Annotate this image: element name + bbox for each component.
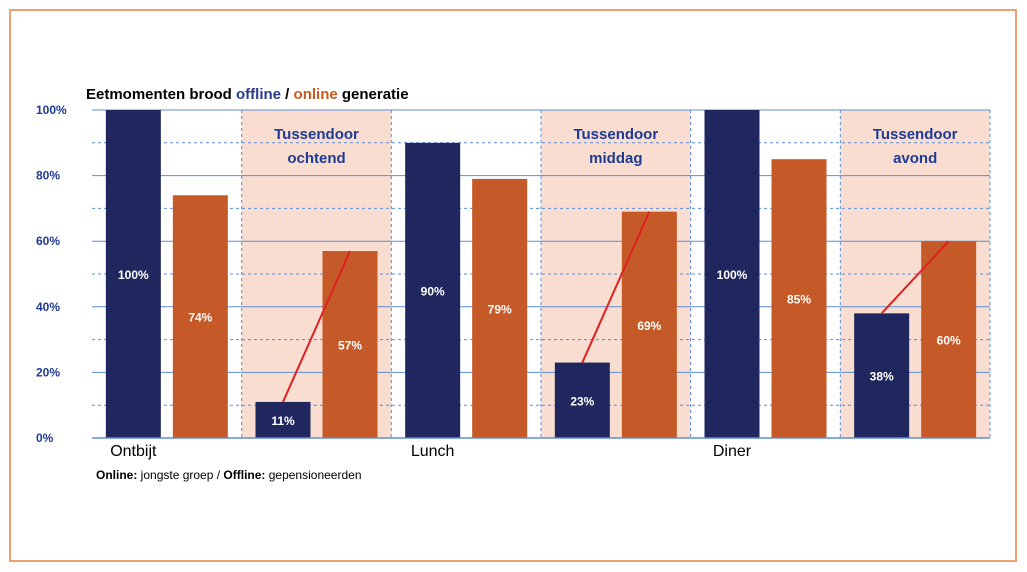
chart-title-part-2: / [281, 86, 294, 103]
x-tick-label: Diner [713, 443, 752, 460]
y-tick-label: 20% [36, 365, 60, 379]
chart-title-part-1: offline [236, 86, 281, 103]
data-label-offline: 11% [271, 414, 295, 428]
trend-line-2 [880, 240, 950, 315]
footnote-offline-text: gepensioneerden [265, 468, 362, 482]
bar-offline [105, 110, 161, 438]
y-tick-label: 0% [36, 431, 54, 445]
bar-online [322, 251, 378, 438]
chart-frame [9, 9, 1017, 562]
bar-offline [405, 142, 461, 439]
band-label-line1: Tussendoor [573, 126, 658, 143]
bar-offline [554, 362, 610, 438]
bar-online [921, 241, 977, 438]
data-label-offline: 90% [421, 284, 445, 298]
data-label-offline: 23% [570, 394, 594, 408]
data-label-offline: 100% [118, 268, 149, 282]
x-tick-label: Lunch [411, 443, 455, 460]
trend-line-1 [581, 211, 651, 363]
band-label-line2: ochtend [287, 150, 345, 167]
data-label-offline: 100% [717, 268, 748, 282]
bar-online [621, 211, 677, 438]
bar-offline [704, 110, 760, 438]
bar-offline [854, 313, 910, 438]
bar-online [771, 159, 827, 438]
data-label-online: 85% [787, 293, 811, 307]
band-label-line1: Tussendoor [274, 126, 359, 143]
bar-online [472, 178, 528, 438]
chart-title-part-4: generatie [338, 86, 409, 103]
data-label-online: 69% [637, 319, 661, 333]
trend-line-0 [282, 250, 351, 403]
chart-footnote: Online: jongste groep / Offline: gepensi… [96, 468, 362, 482]
footnote-online-text: jongste groep / [137, 468, 224, 482]
chart-title-part-0: Eetmomenten brood [86, 86, 236, 103]
chart-title: Eetmomenten brood offline / online gener… [86, 86, 409, 103]
y-tick-label: 100% [36, 103, 67, 117]
data-label-online: 57% [338, 339, 362, 353]
band-label-line2: middag [589, 150, 642, 167]
footnote-offline-label: Offline: [223, 468, 266, 482]
x-tick-label: Ontbijt [110, 443, 157, 460]
data-label-online: 74% [188, 311, 212, 325]
data-label-online: 60% [937, 334, 961, 348]
chart-title-part-3: online [294, 86, 338, 103]
bar-offline [255, 401, 311, 438]
y-tick-label: 60% [36, 234, 60, 248]
band-label-line1: Tussendoor [873, 126, 958, 143]
data-label-online: 79% [488, 302, 512, 316]
footnote-online-label: Online: [96, 468, 138, 482]
band-label-line2: avond [893, 150, 937, 167]
bar-online [172, 195, 228, 438]
data-label-offline: 38% [870, 370, 894, 384]
y-tick-label: 40% [36, 300, 60, 314]
y-tick-label: 80% [36, 169, 60, 183]
